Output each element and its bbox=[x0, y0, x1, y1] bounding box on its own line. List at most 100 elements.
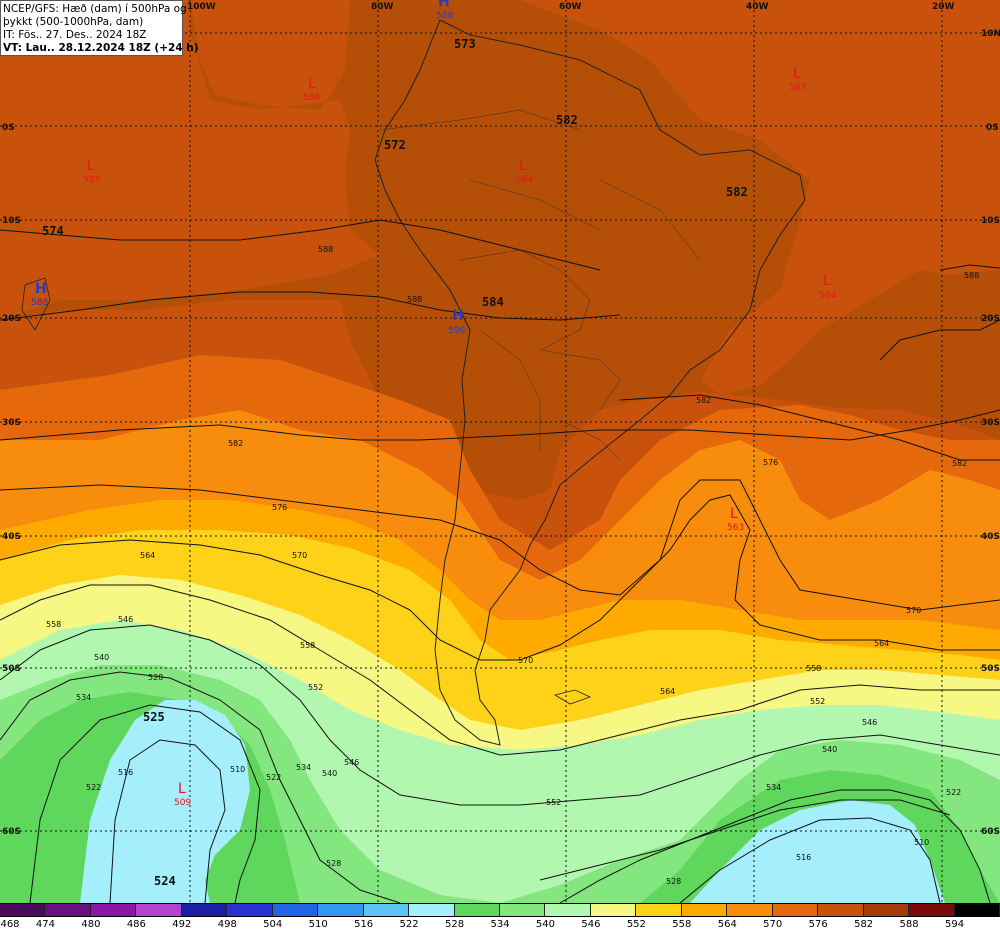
legend-swatch bbox=[318, 904, 364, 916]
legend-value-label: 594 bbox=[944, 919, 965, 930]
high-center-value: 588 bbox=[31, 298, 48, 308]
thickness-label: 522 bbox=[266, 773, 281, 782]
lat-label-left-40s: 40S bbox=[2, 532, 21, 542]
legend-swatch bbox=[545, 904, 591, 916]
high-center-label: H bbox=[438, 0, 450, 10]
legend-swatch bbox=[136, 904, 182, 916]
color-legend: 468 474 480 486 492 498 504 510 516 522 528 534 540 5… bbox=[0, 903, 1000, 934]
thickness-label: 534 bbox=[296, 763, 311, 772]
legend-swatch bbox=[227, 904, 273, 916]
low-center-value: 509 bbox=[174, 798, 191, 808]
thickness-label: 552 bbox=[308, 683, 323, 692]
thickness-label: 582 bbox=[696, 396, 711, 405]
legend-swatch bbox=[590, 904, 637, 916]
thickness-label: 546 bbox=[118, 615, 133, 624]
legend-color-bar bbox=[0, 903, 1000, 917]
map-canvas: 100W 80W 60W 40W 20W 10N 0S 10S 20S 30S … bbox=[0, 0, 1000, 903]
info-line-init-time: IT: Fös.. 27. Des.. 2024 18Z bbox=[3, 29, 147, 41]
info-line-thickness: þykkt (500-1000hPa, dam) bbox=[3, 16, 144, 28]
forecast-info-box: NCEP/GFS: Hæð (dam) í 500hPa og þykkt (5… bbox=[0, 0, 199, 56]
high-center-value: 588 bbox=[436, 11, 453, 21]
low-center-label: L bbox=[519, 158, 527, 174]
lat-label-10n: 10N bbox=[981, 29, 1000, 39]
thickness-label: 516 bbox=[796, 853, 811, 862]
high-center-value: 590 bbox=[448, 326, 465, 336]
low-center-value: 563 bbox=[727, 523, 744, 533]
thickness-label: 564 bbox=[140, 551, 155, 560]
thickness-label: 534 bbox=[76, 693, 91, 702]
legend-value-label: 564 bbox=[717, 919, 737, 930]
thickness-label: 564 bbox=[874, 639, 889, 648]
height-label: 582 bbox=[726, 185, 748, 199]
height-label: 574 bbox=[42, 224, 64, 238]
lat-label-left-60s: 60S bbox=[2, 827, 21, 837]
legend-swatch bbox=[272, 904, 319, 916]
thickness-label: 552 bbox=[810, 697, 825, 706]
low-center-value: 584 bbox=[819, 291, 836, 301]
lon-label-60w: 60W bbox=[559, 2, 582, 12]
legend-value-label: 474 bbox=[35, 919, 55, 930]
legend-swatch bbox=[499, 904, 546, 916]
legend-value-label: 552 bbox=[626, 919, 646, 930]
legend-swatch bbox=[727, 904, 773, 916]
legend-value-label: 510 bbox=[308, 919, 328, 930]
thickness-label: 582 bbox=[228, 439, 243, 448]
legend-value-label: 498 bbox=[217, 919, 237, 930]
lon-label-100w: 100W bbox=[187, 2, 216, 12]
legend-value-label: 468 bbox=[0, 919, 20, 930]
legend-swatch bbox=[909, 904, 955, 916]
low-center-label: L bbox=[793, 66, 801, 82]
thickness-label: 576 bbox=[272, 503, 287, 512]
thickness-label: 582 bbox=[952, 459, 967, 468]
legend-value-label: 504 bbox=[263, 919, 283, 930]
thickness-label: 570 bbox=[292, 551, 307, 560]
thickness-label: 570 bbox=[906, 606, 921, 615]
legend-value-label: 480 bbox=[81, 919, 101, 930]
thickness-label: 588 bbox=[407, 295, 422, 304]
thickness-label: 540 bbox=[94, 653, 109, 662]
legend-swatch bbox=[454, 904, 500, 916]
thickness-label: 516 bbox=[118, 768, 133, 777]
thickness-label: 510 bbox=[230, 765, 245, 774]
legend-swatch bbox=[636, 904, 682, 916]
thickness-label: 528 bbox=[666, 877, 681, 886]
thickness-label: 558 bbox=[300, 641, 315, 650]
height-label: 525 bbox=[143, 710, 165, 724]
legend-value-label: 576 bbox=[808, 919, 828, 930]
height-contours bbox=[0, 219, 1000, 903]
thickness-label: 528 bbox=[326, 859, 341, 868]
high-center-label: H bbox=[452, 308, 464, 324]
info-line-model: NCEP/GFS: Hæð (dam) í 500hPa og bbox=[3, 3, 187, 15]
legend-value-label: 570 bbox=[763, 919, 783, 930]
thickness-label: 540 bbox=[322, 769, 337, 778]
thickness-label: 588 bbox=[318, 245, 333, 254]
lon-label-80w: 80W bbox=[371, 2, 394, 12]
low-center-value: 586 bbox=[303, 93, 320, 103]
lat-label-left-30s: 30S bbox=[2, 418, 21, 428]
legend-value-label: 492 bbox=[172, 919, 192, 930]
height-label: 524 bbox=[154, 874, 176, 888]
low-center-label: L bbox=[178, 781, 186, 797]
high-center-label: H bbox=[35, 281, 47, 297]
thickness-label: 558 bbox=[806, 664, 821, 673]
thickness-label: 552 bbox=[546, 798, 561, 807]
lat-label-left-10s: 10S bbox=[2, 216, 21, 226]
lat-label-30s: 30S bbox=[981, 418, 1000, 428]
lat-label-0s: 0S bbox=[986, 123, 999, 133]
legend-value-label: 528 bbox=[444, 919, 465, 930]
height-label: 582 bbox=[556, 113, 578, 127]
lon-label-20w: 20W bbox=[932, 2, 955, 12]
low-center-value: 585 bbox=[83, 175, 100, 185]
thickness-label: 546 bbox=[344, 758, 359, 767]
thickness-label: 576 bbox=[763, 458, 778, 467]
legend-value-label: 582 bbox=[854, 919, 874, 930]
legend-swatch bbox=[181, 904, 228, 916]
legend-value-label: 522 bbox=[399, 919, 419, 930]
legend-value-label: 516 bbox=[354, 919, 374, 930]
low-center-label: L bbox=[308, 76, 316, 92]
thickness-label: 564 bbox=[660, 687, 675, 696]
thickness-label: 510 bbox=[914, 838, 929, 847]
falklands bbox=[553, 689, 592, 705]
low-center-label: L bbox=[87, 158, 95, 174]
legend-value-label: 588 bbox=[899, 919, 919, 930]
